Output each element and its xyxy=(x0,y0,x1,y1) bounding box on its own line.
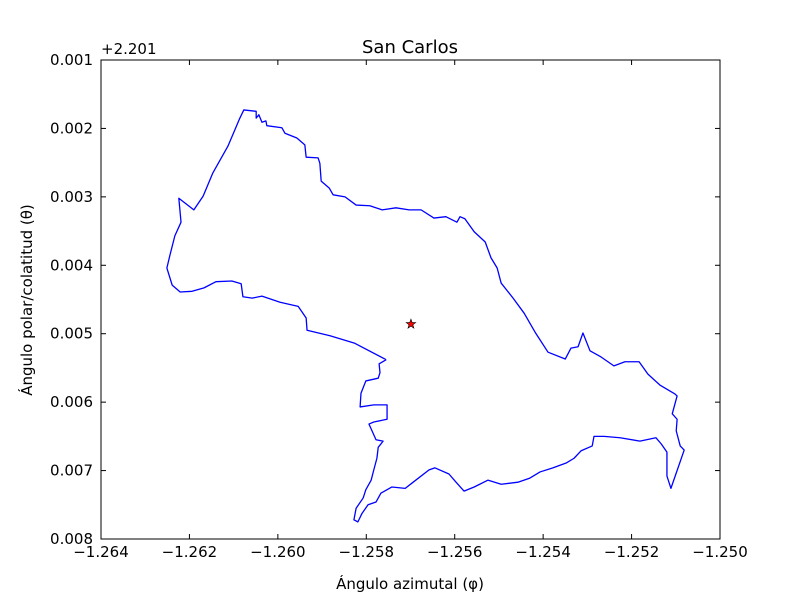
y-offset-text: +2.201 xyxy=(101,40,157,58)
plot-frame xyxy=(100,59,721,540)
y-tick-label: 0.004 xyxy=(50,256,93,274)
y-tick-label: 0.002 xyxy=(50,119,93,137)
outline-line xyxy=(166,109,685,523)
x-tick-label: −1.260 xyxy=(250,543,306,561)
star-marker xyxy=(405,318,417,329)
y-tick-label: 0.005 xyxy=(50,325,93,343)
x-tick-label: −1.250 xyxy=(692,543,748,561)
x-tick-label: −1.258 xyxy=(339,543,395,561)
x-axis-label: Ángulo azimutal (φ) xyxy=(336,574,484,593)
y-tick-label: 0.007 xyxy=(50,462,93,480)
x-tick-label: −1.256 xyxy=(427,543,483,561)
x-tick-label: −1.252 xyxy=(604,543,660,561)
y-tick-label: 0.003 xyxy=(50,188,93,206)
y-tick-label: 0.008 xyxy=(50,530,93,548)
x-tick-label: −1.254 xyxy=(515,543,571,561)
y-tick-label: 0.001 xyxy=(50,51,93,69)
x-tick-label: −1.262 xyxy=(162,543,218,561)
y-tick-label: 0.006 xyxy=(50,393,93,411)
chart-title: San Carlos xyxy=(362,37,458,58)
y-axis-label: Ángulo polar/colatitud (θ) xyxy=(17,204,36,396)
x-tick-label: −1.264 xyxy=(73,543,129,561)
